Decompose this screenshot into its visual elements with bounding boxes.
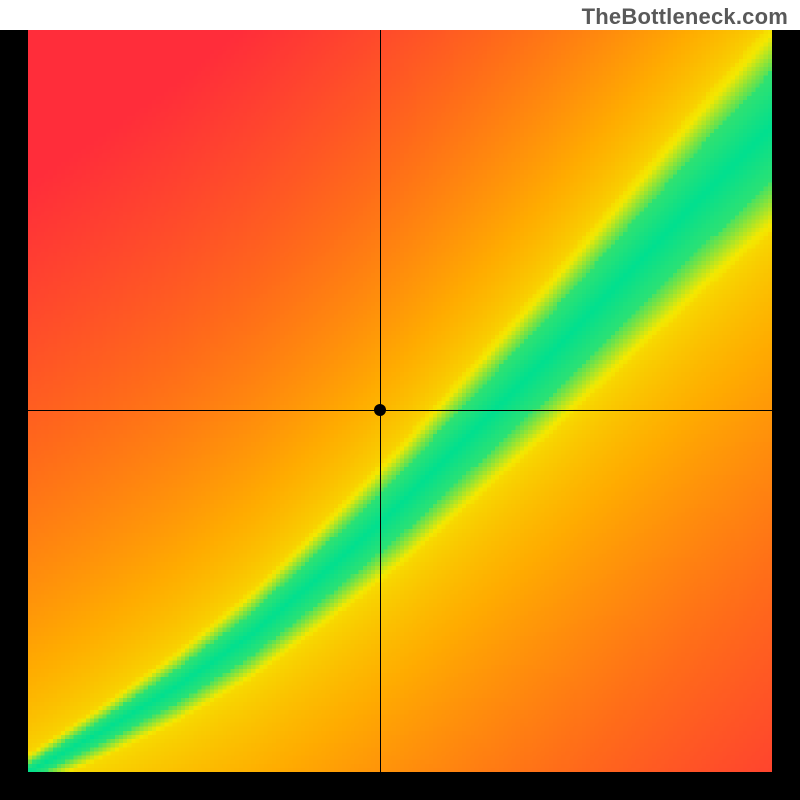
chart-outer-frame bbox=[0, 30, 800, 800]
watermark-text: TheBottleneck.com bbox=[582, 4, 788, 30]
heatmap-canvas bbox=[28, 30, 772, 772]
selection-marker bbox=[374, 404, 386, 416]
crosshair-vertical bbox=[380, 30, 381, 772]
heatmap-plot-area bbox=[28, 30, 772, 772]
crosshair-horizontal bbox=[28, 410, 772, 411]
